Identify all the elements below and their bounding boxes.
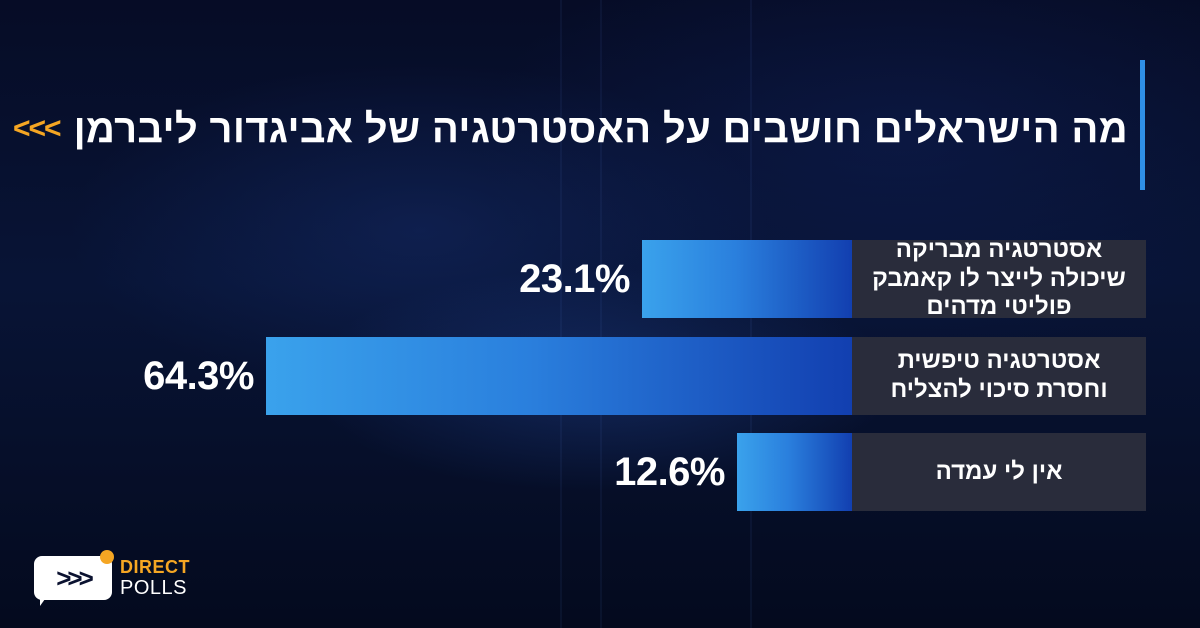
background-stripe [600,0,602,628]
title-accent-rule [1140,60,1145,190]
bar-row: 12.6% אין לי עמדה [0,433,1200,511]
title-text: מה הישראלים חושבים על האסטרטגיה של אביגד… [73,106,1128,151]
bar-category-label: אסטרטגיה טיפשית וחסרת סיכוי להצליח [852,337,1146,415]
chart-title: מה הישראלים חושבים על האסטרטגיה של אביגד… [13,104,1128,154]
speech-bubble-tail [40,592,50,606]
bar-value-label: 64.3% [143,353,254,398]
bar [266,337,852,415]
bar-value-label: 23.1% [519,256,630,301]
background-stripe [560,0,562,628]
logo-wordmark: DIRECT POLLS [120,558,190,598]
bar [642,240,852,318]
title-arrows-icon: <<< [13,112,62,145]
logo-line-1: DIRECT [120,557,190,577]
bar-value-label: 12.6% [614,449,725,494]
bar-row: 23.1% אסטרטגיה מבריקה שיכולה לייצר לו קאמ… [0,236,1200,320]
bar-row: 64.3% אסטרטגיה טיפשית וחסרת סיכוי להצליח [0,337,1200,415]
logo-dot-icon [100,550,114,564]
logo-line-2: POLLS [120,577,187,599]
bar [737,433,852,511]
bar-category-label: אין לי עמדה [852,433,1146,511]
direct-polls-logo: >>> DIRECT POLLS [34,550,224,606]
bar-category-label: אסטרטגיה מבריקה שיכולה לייצר לו קאמבק פו… [852,236,1146,320]
logo-arrows: >>> [56,562,94,593]
